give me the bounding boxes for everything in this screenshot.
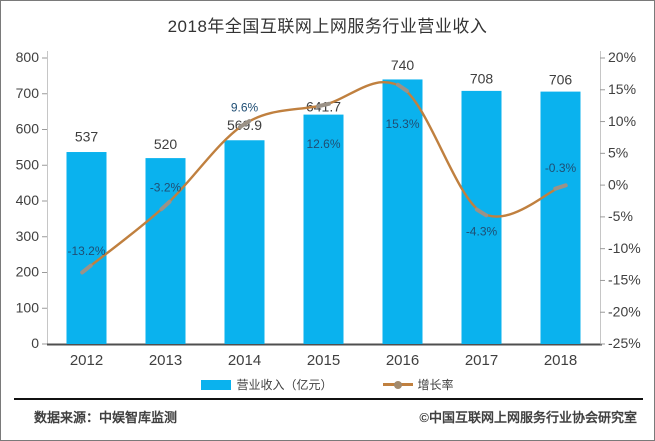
copyright-text: ©中国互联网上网服务行业协会研究室: [419, 410, 637, 425]
chart-legend: 营业收入（亿元） 增长率: [1, 376, 654, 393]
bar-value-label: 708: [470, 71, 494, 87]
year-label: 2018: [544, 352, 577, 369]
growth-value-label: 12.6%: [306, 137, 340, 151]
growth-point-marker: [395, 82, 410, 93]
right-axis-tick-label: -10%: [608, 240, 641, 256]
left-axis-tick-label: 600: [16, 121, 40, 137]
year-label: 2017: [465, 352, 498, 369]
legend-label-revenue: 营业收入（亿元）: [236, 378, 333, 392]
right-axis-tick-label: 5%: [608, 145, 628, 161]
left-axis-tick-label: 0: [31, 335, 39, 351]
line-series-marker-icon: [382, 380, 413, 389]
growth-point-marker: [80, 263, 93, 275]
growth-value-label: -0.3%: [545, 161, 577, 175]
growth-value-label: -3.2%: [150, 181, 182, 195]
growth-value-label: 9.6%: [231, 100, 259, 114]
revenue-bar: [540, 91, 581, 344]
left-axis-tick-label: 800: [16, 49, 40, 65]
right-axis-tick-label: -15%: [608, 272, 641, 288]
right-axis-tick-label: -20%: [608, 303, 641, 319]
right-axis-tick-label: 15%: [608, 81, 636, 97]
growth-point-marker: [553, 183, 568, 191]
growth-point-marker: [316, 101, 331, 109]
bar-value-label: 706: [549, 71, 573, 87]
chart-title: 2018年全国互联网上网服务行业营业收入: [167, 17, 488, 36]
revenue-bar: [303, 114, 344, 344]
bar-value-label: 537: [75, 129, 99, 145]
left-axis-tick-label: 300: [16, 228, 40, 244]
year-label: 2014: [228, 352, 261, 369]
bar-value-label: 520: [154, 136, 178, 152]
revenue-bar: [224, 140, 265, 344]
bar-series-swatch-icon: [201, 379, 232, 390]
growth-value-label: -4.3%: [466, 225, 498, 239]
growth-value-label: -13.2%: [67, 244, 105, 258]
growth-point-marker: [237, 119, 252, 130]
year-label: 2016: [386, 352, 419, 369]
revenue-bar: [66, 152, 107, 344]
left-axis-tick-label: 200: [16, 264, 40, 280]
growth-value-label: 15.3%: [385, 117, 419, 131]
left-axis-tick-label: 400: [16, 192, 40, 208]
bar-value-label: 740: [391, 57, 415, 73]
revenue-bar: [145, 158, 186, 344]
legend-item-revenue: 营业收入（亿元）: [201, 376, 333, 393]
right-axis-tick-label: -5%: [608, 208, 633, 224]
right-axis-tick-label: 10%: [608, 113, 636, 129]
growth-point-marker: [474, 207, 489, 218]
right-axis-tick-label: 0%: [608, 176, 628, 192]
left-axis-tick-label: 500: [16, 156, 40, 172]
left-axis-tick-label: 700: [16, 85, 40, 101]
year-label: 2015: [307, 352, 340, 369]
legend-label-growth: 增长率: [417, 378, 454, 392]
footer: 数据来源：中娱智库监测 ©中国互联网上网服务行业协会研究室: [34, 407, 637, 426]
data-source-text: 数据来源：中娱智库监测: [34, 410, 178, 425]
legend-item-growth: 增长率: [382, 376, 454, 393]
right-axis-tick-label: 20%: [608, 49, 636, 65]
revenue-bar: [382, 79, 423, 344]
year-label: 2013: [149, 352, 182, 369]
growth-point-marker: [159, 199, 172, 212]
left-axis-tick-label: 100: [16, 299, 40, 315]
year-label: 2012: [70, 352, 103, 369]
footer-divider: [14, 398, 643, 400]
right-axis-tick-label: -25%: [608, 335, 641, 351]
